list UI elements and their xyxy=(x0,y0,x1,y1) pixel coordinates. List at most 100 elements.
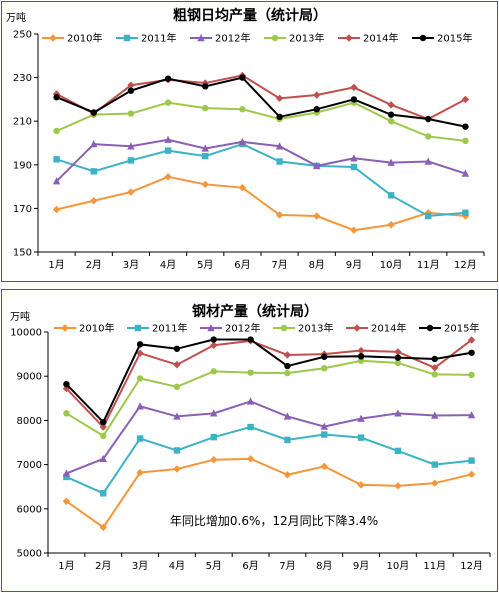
data-point xyxy=(394,409,402,417)
legend-swatch-marker xyxy=(426,324,434,332)
data-point xyxy=(247,336,254,343)
data-point xyxy=(425,133,432,140)
series-2015年 xyxy=(53,74,469,130)
data-point xyxy=(461,95,470,104)
data-point xyxy=(462,137,469,145)
x-tick-label: 9月 xyxy=(346,259,362,271)
data-point xyxy=(276,158,283,165)
legend-label: 2014年 xyxy=(363,32,398,45)
series-line xyxy=(56,143,466,218)
y-tick-label: 170 xyxy=(13,204,32,215)
data-point xyxy=(394,447,402,455)
data-point xyxy=(99,523,107,532)
data-point xyxy=(90,109,97,116)
data-point xyxy=(357,357,365,364)
x-tick-label: 1月 xyxy=(48,259,64,271)
data-point xyxy=(247,369,254,376)
y-axis-unit-label: 万吨 xyxy=(6,11,26,24)
data-point xyxy=(164,99,172,106)
y-tick-label: 8000 xyxy=(17,416,42,427)
y-tick-label: 190 xyxy=(13,160,32,171)
legend-label: 2013年 xyxy=(289,32,324,45)
data-point xyxy=(202,104,209,112)
data-point xyxy=(164,135,172,143)
x-tick-label: 10月 xyxy=(387,560,410,572)
data-point xyxy=(467,336,476,344)
y-tick-label: 210 xyxy=(13,117,32,128)
legend-label: 2014年 xyxy=(371,322,406,335)
legend: 2010年 2011年 2012年 2013年 2014年 2015年 xyxy=(42,32,472,45)
y-tick-label: 5000 xyxy=(17,549,42,560)
data-point xyxy=(136,375,144,382)
data-point xyxy=(284,362,291,370)
data-point xyxy=(425,212,432,220)
x-tick-label: 11月 xyxy=(417,259,440,271)
x-tick-label: 7月 xyxy=(279,560,295,572)
data-point xyxy=(387,101,395,109)
data-point xyxy=(52,177,61,185)
series-line xyxy=(65,359,472,438)
legend-label: 2015年 xyxy=(444,322,479,335)
x-tick-label: 8月 xyxy=(309,259,325,271)
data-point xyxy=(100,418,107,426)
data-point xyxy=(283,412,292,420)
series-line xyxy=(65,457,472,529)
data-point xyxy=(462,209,469,216)
data-point xyxy=(387,158,395,166)
series-line xyxy=(65,338,472,424)
data-point xyxy=(62,469,71,477)
data-point xyxy=(320,422,328,430)
data-point xyxy=(210,456,218,464)
legend-swatch-marker xyxy=(207,324,215,332)
data-point xyxy=(394,482,402,490)
series-2013年 xyxy=(63,357,475,440)
series-line xyxy=(66,425,472,495)
series-line xyxy=(65,339,473,429)
data-point xyxy=(350,226,358,234)
legend-label: 2011年 xyxy=(152,322,187,335)
data-point xyxy=(283,471,292,479)
legend-swatch-marker xyxy=(197,34,205,42)
data-point xyxy=(99,454,107,463)
data-point xyxy=(275,211,284,219)
data-point xyxy=(467,470,476,479)
x-tick-label: 2月 xyxy=(95,560,111,572)
data-point xyxy=(431,461,438,468)
data-point xyxy=(350,154,358,162)
series-line xyxy=(56,175,466,232)
x-tick-label: 9月 xyxy=(353,560,369,572)
data-point xyxy=(275,142,284,150)
data-point xyxy=(164,75,172,82)
data-point xyxy=(100,432,107,440)
chart-title: 钢材产量（统计局） xyxy=(192,303,318,320)
x-tick-label: 12月 xyxy=(460,560,483,572)
data-point xyxy=(320,462,328,471)
data-point xyxy=(210,368,217,375)
data-point xyxy=(173,465,181,473)
legend-label: 2012年 xyxy=(215,32,250,45)
data-point xyxy=(431,411,439,419)
data-point xyxy=(394,359,402,367)
data-point xyxy=(425,115,432,123)
data-point xyxy=(53,156,60,163)
y-tick-label: 9000 xyxy=(17,372,42,383)
legend-swatch-marker xyxy=(49,34,57,42)
data-point xyxy=(246,397,255,405)
y-axis-unit-label: 万吨 xyxy=(10,310,30,323)
data-point xyxy=(431,364,439,372)
data-point xyxy=(201,144,209,152)
data-point xyxy=(164,173,172,181)
x-tick-label: 6月 xyxy=(242,560,258,572)
data-point xyxy=(173,412,181,420)
data-point xyxy=(53,94,60,101)
x-tick-label: 2月 xyxy=(86,259,102,271)
data-point xyxy=(202,83,209,90)
data-point xyxy=(127,142,135,150)
data-point xyxy=(90,197,98,205)
x-tick-label: 4月 xyxy=(160,259,176,271)
data-point xyxy=(202,152,209,160)
data-point xyxy=(431,479,439,487)
data-point xyxy=(90,168,97,175)
x-tick-label: 11月 xyxy=(423,560,446,572)
legend-swatch-marker xyxy=(345,34,353,42)
